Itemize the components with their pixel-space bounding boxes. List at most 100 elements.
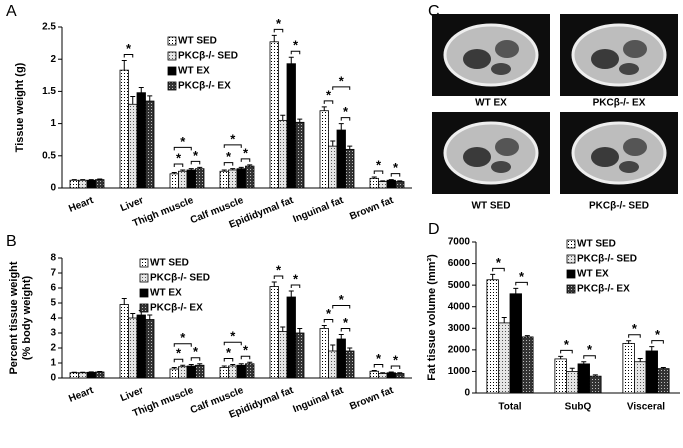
error-bar — [321, 106, 327, 111]
significance-label: * — [655, 327, 661, 342]
error-bar — [88, 179, 94, 181]
y-tick-label: 1 — [50, 118, 56, 129]
significance-bracket — [390, 173, 401, 177]
image-label: WT EX — [475, 98, 507, 109]
bar — [498, 322, 511, 394]
significance-label: * — [180, 330, 186, 345]
significance-label: * — [243, 145, 249, 160]
significance-label: * — [276, 262, 282, 277]
significance-bracket — [651, 340, 664, 344]
error-bar — [130, 96, 136, 105]
error-bar — [280, 114, 286, 121]
error-bar — [80, 179, 86, 181]
significance-bracket — [323, 319, 334, 323]
bar — [319, 328, 329, 379]
legend-swatch — [566, 284, 576, 294]
bar — [286, 296, 296, 379]
significance-bracket — [323, 100, 334, 104]
bar — [245, 363, 255, 379]
y-tick-label: 3 — [50, 328, 56, 339]
significance-label: * — [230, 131, 236, 146]
error-bar — [180, 364, 186, 367]
bar — [119, 304, 129, 379]
error-bar — [347, 145, 353, 150]
bar — [278, 119, 288, 189]
significance-bracket — [173, 146, 192, 151]
significance-bracket — [560, 349, 573, 354]
significance-label: * — [293, 271, 299, 286]
legend-swatch — [167, 51, 177, 61]
bar — [328, 145, 338, 189]
y-axis-label: Tissue weight (g) — [14, 62, 26, 152]
bar — [236, 364, 246, 379]
significance-bracket — [332, 305, 351, 309]
bar — [186, 169, 196, 189]
bar — [657, 368, 670, 394]
y-tick-label: 2 — [50, 343, 56, 354]
y-tick-label: 2.5 — [42, 22, 56, 33]
error-bar — [569, 367, 575, 372]
y-tick-label: 0.5 — [42, 150, 56, 161]
error-bar — [271, 34, 277, 42]
bar — [269, 41, 279, 189]
error-bar — [288, 290, 294, 297]
error-bar — [501, 317, 507, 323]
error-bar — [338, 334, 344, 339]
error-bar — [71, 179, 77, 181]
legend-label: PKCβ-/- EX — [577, 284, 630, 295]
bar — [136, 314, 146, 379]
error-bar — [197, 166, 203, 169]
y-tick-label: 3000 — [448, 323, 471, 334]
x-tick-label: Liver — [119, 385, 145, 404]
bar — [386, 179, 396, 189]
y-tick-label: 0 — [464, 388, 470, 399]
y-tick-label: 1 — [50, 358, 56, 369]
legend-label: WT SED — [178, 36, 217, 47]
bar — [186, 365, 196, 379]
bar — [95, 179, 105, 189]
legend-swatch — [167, 81, 177, 91]
significance-label: * — [176, 346, 182, 361]
significance-bracket — [123, 53, 134, 58]
bar — [169, 173, 179, 189]
bar — [521, 336, 534, 394]
significance-label: * — [632, 321, 638, 336]
bar — [119, 69, 129, 189]
bar — [286, 63, 296, 189]
bar — [645, 350, 658, 394]
mri-image — [560, 14, 678, 96]
error-bar — [188, 168, 194, 170]
x-tick-label: SubQ — [565, 402, 592, 413]
significance-label: * — [326, 87, 332, 102]
error-bar — [230, 364, 236, 366]
significance-label: * — [393, 352, 399, 367]
error-bar — [247, 164, 253, 167]
error-bar — [371, 176, 377, 179]
bar — [219, 170, 229, 189]
mri-image — [560, 112, 678, 194]
error-bar — [138, 87, 144, 93]
bar — [336, 129, 346, 189]
error-bar — [121, 59, 127, 71]
significance-label: * — [326, 306, 332, 321]
significance-bracket — [190, 357, 201, 361]
error-bar — [197, 363, 203, 366]
legend-swatch — [566, 254, 576, 264]
x-tick-label: Total — [498, 402, 521, 413]
y-tick-label: 2 — [50, 54, 56, 65]
significance-label: * — [293, 38, 299, 53]
bar — [577, 363, 590, 394]
panel-label: A — [6, 3, 17, 20]
significance-bracket — [223, 341, 242, 346]
significance-label: * — [339, 292, 345, 307]
significance-bracket — [340, 328, 351, 332]
bar — [566, 371, 579, 394]
bar — [295, 332, 305, 379]
significance-bracket — [583, 355, 596, 359]
significance-label: * — [193, 148, 199, 163]
y-tick-label: 5 — [50, 298, 56, 309]
bar — [554, 358, 567, 394]
legend-label: PKCβ-/- EX — [150, 303, 203, 314]
error-bar — [171, 172, 177, 174]
